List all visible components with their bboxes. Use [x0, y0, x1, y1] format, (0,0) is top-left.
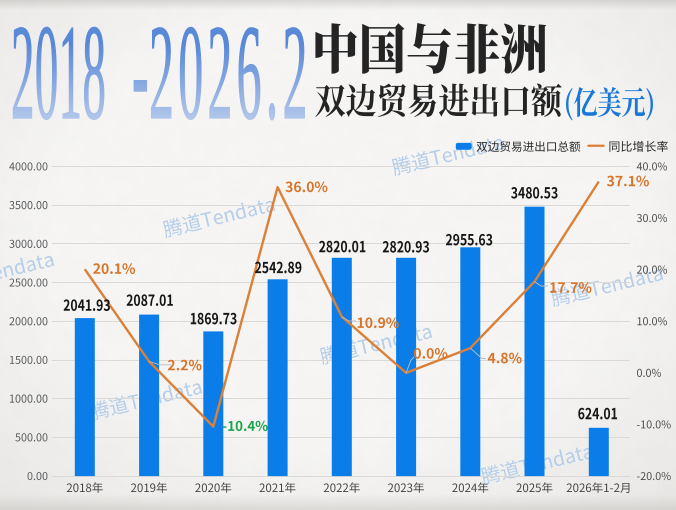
svg-text:2018: 2018: [11, 0, 106, 149]
svg-text:-: -: [132, 0, 149, 148]
svg-text:2026.2: 2026.2: [149, 0, 312, 148]
